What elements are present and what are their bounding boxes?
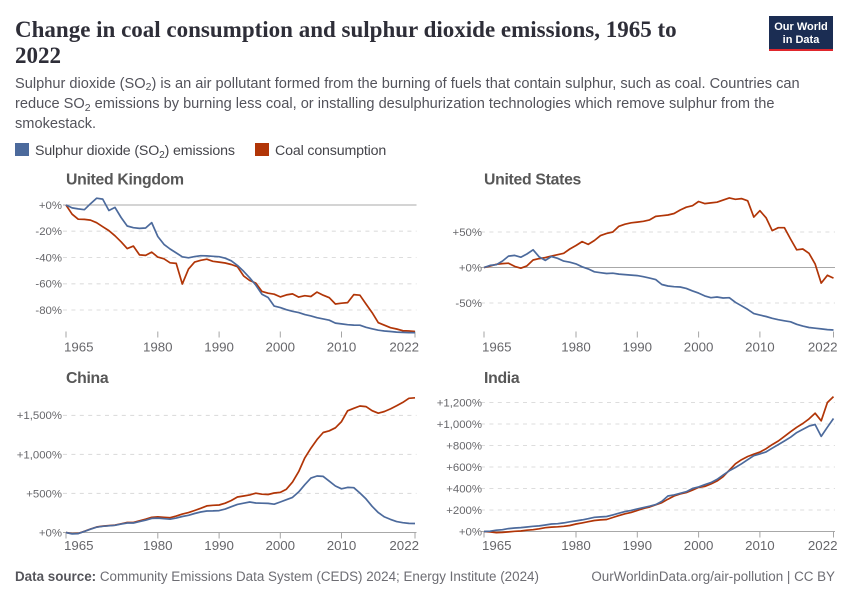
svg-text:+0%: +0%	[39, 200, 62, 212]
svg-text:-20%: -20%	[35, 226, 62, 238]
svg-text:+600%: +600%	[446, 462, 482, 474]
svg-text:+500%: +500%	[26, 488, 62, 500]
svg-text:1980: 1980	[561, 538, 591, 553]
svg-text:2010: 2010	[745, 340, 775, 355]
svg-text:United States: United States	[484, 172, 582, 189]
svg-text:2022: 2022	[389, 340, 419, 355]
svg-text:2022: 2022	[389, 538, 419, 553]
svg-text:+0%: +0%	[39, 527, 62, 539]
svg-text:+0%: +0%	[459, 262, 482, 274]
svg-text:1980: 1980	[561, 340, 591, 355]
svg-text:1965: 1965	[64, 340, 94, 355]
svg-text:2000: 2000	[266, 538, 296, 553]
svg-text:2000: 2000	[684, 538, 714, 553]
svg-text:2010: 2010	[745, 538, 775, 553]
svg-text:+200%: +200%	[446, 505, 482, 517]
svg-text:+1,200%: +1,200%	[437, 397, 482, 409]
svg-text:1990: 1990	[204, 340, 234, 355]
svg-text:+0%: +0%	[459, 526, 482, 538]
svg-text:-50%: -50%	[455, 298, 482, 310]
svg-text:+800%: +800%	[446, 440, 482, 452]
svg-text:-80%: -80%	[35, 305, 62, 317]
svg-text:1990: 1990	[204, 538, 234, 553]
svg-text:-60%: -60%	[35, 279, 62, 291]
svg-text:2022: 2022	[808, 538, 838, 553]
svg-text:2010: 2010	[327, 340, 357, 355]
svg-text:1965: 1965	[64, 538, 94, 553]
svg-text:2000: 2000	[684, 340, 714, 355]
svg-text:1980: 1980	[143, 340, 173, 355]
svg-text:China: China	[66, 370, 109, 387]
svg-text:2010: 2010	[327, 538, 357, 553]
svg-text:1990: 1990	[623, 538, 653, 553]
svg-text:2000: 2000	[266, 340, 296, 355]
svg-text:+1,500%: +1,500%	[17, 410, 62, 422]
svg-text:-40%: -40%	[35, 252, 62, 264]
svg-text:2022: 2022	[808, 340, 838, 355]
svg-text:+50%: +50%	[453, 227, 482, 239]
svg-text:1980: 1980	[143, 538, 173, 553]
svg-text:+400%: +400%	[446, 483, 482, 495]
svg-text:+1,000%: +1,000%	[17, 449, 62, 461]
svg-text:+1,000%: +1,000%	[437, 419, 482, 431]
svg-text:1965: 1965	[482, 538, 512, 553]
svg-text:United Kingdom: United Kingdom	[66, 172, 184, 189]
svg-text:1990: 1990	[623, 340, 653, 355]
svg-text:India: India	[484, 370, 520, 387]
svg-text:1965: 1965	[482, 340, 512, 355]
